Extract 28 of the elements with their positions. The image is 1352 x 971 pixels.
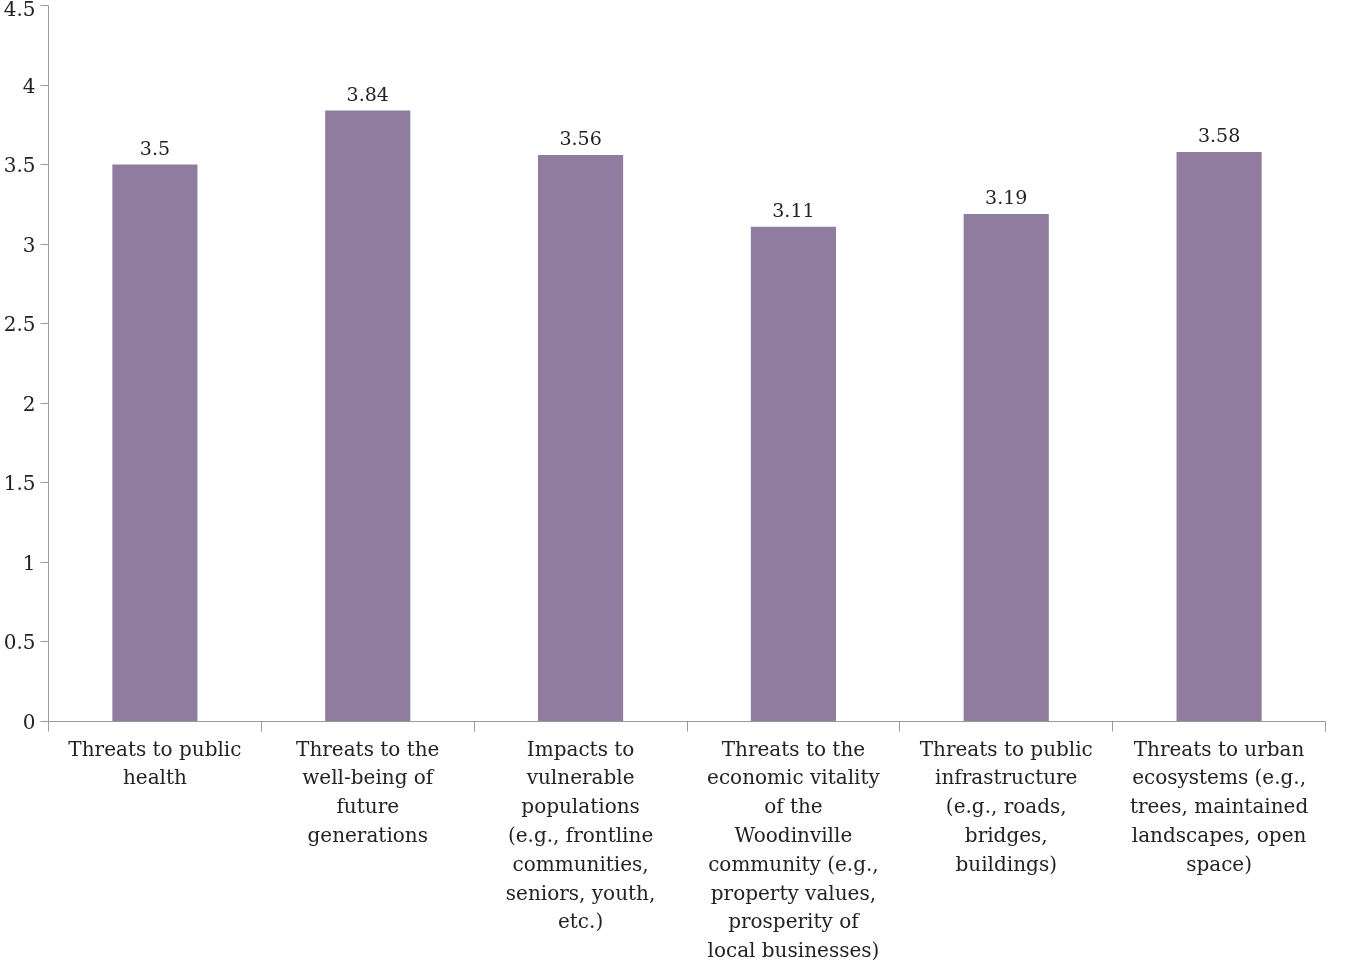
bar — [1176, 151, 1262, 722]
bar — [750, 226, 836, 722]
y-tick-label: 2 — [22, 391, 36, 416]
data-label: 3.56 — [559, 127, 602, 150]
y-tick-label: 4.5 — [3, 0, 36, 21]
x-tick-label: Threats to public health — [68, 736, 242, 790]
data-label: 3.84 — [346, 82, 389, 105]
x-tick-label: Threats to public infrastructure (e.g., roads, bridges, buildings) — [919, 736, 1093, 876]
y-tick-label: 2.5 — [3, 312, 36, 337]
y-tick-label: 0.5 — [3, 630, 36, 655]
bar — [112, 164, 198, 722]
x-tick-label: Threats to the economic vitality of the Woodinville community (e.g., property values, prosperity of local businesses) — [707, 736, 881, 963]
bar — [325, 110, 411, 722]
y-tick-label: 3 — [22, 232, 36, 257]
data-label: 3.5 — [139, 136, 171, 159]
data-label: 3.11 — [772, 198, 815, 221]
y-tick-label: 0 — [22, 710, 36, 734]
x-tick-label: Threats to the well-being of future generations — [296, 736, 440, 847]
data-label: 3.58 — [1197, 123, 1241, 146]
bar — [538, 155, 624, 722]
data-label: 3.19 — [985, 185, 1028, 208]
y-tick-label: 1.5 — [3, 471, 36, 496]
x-tick-label: Impacts to vulnerable populations (e.g., frontline communities, seniors, youth, etc.) — [505, 736, 656, 934]
y-tick-label: 1 — [22, 550, 36, 575]
y-tick-label: 4 — [22, 73, 36, 98]
x-tick-label: Threats to urban ecosystems (e.g., trees, maintained landscapes, open space) — [1129, 736, 1309, 876]
y-tick-label: 3.5 — [3, 153, 36, 178]
bar — [963, 213, 1049, 722]
